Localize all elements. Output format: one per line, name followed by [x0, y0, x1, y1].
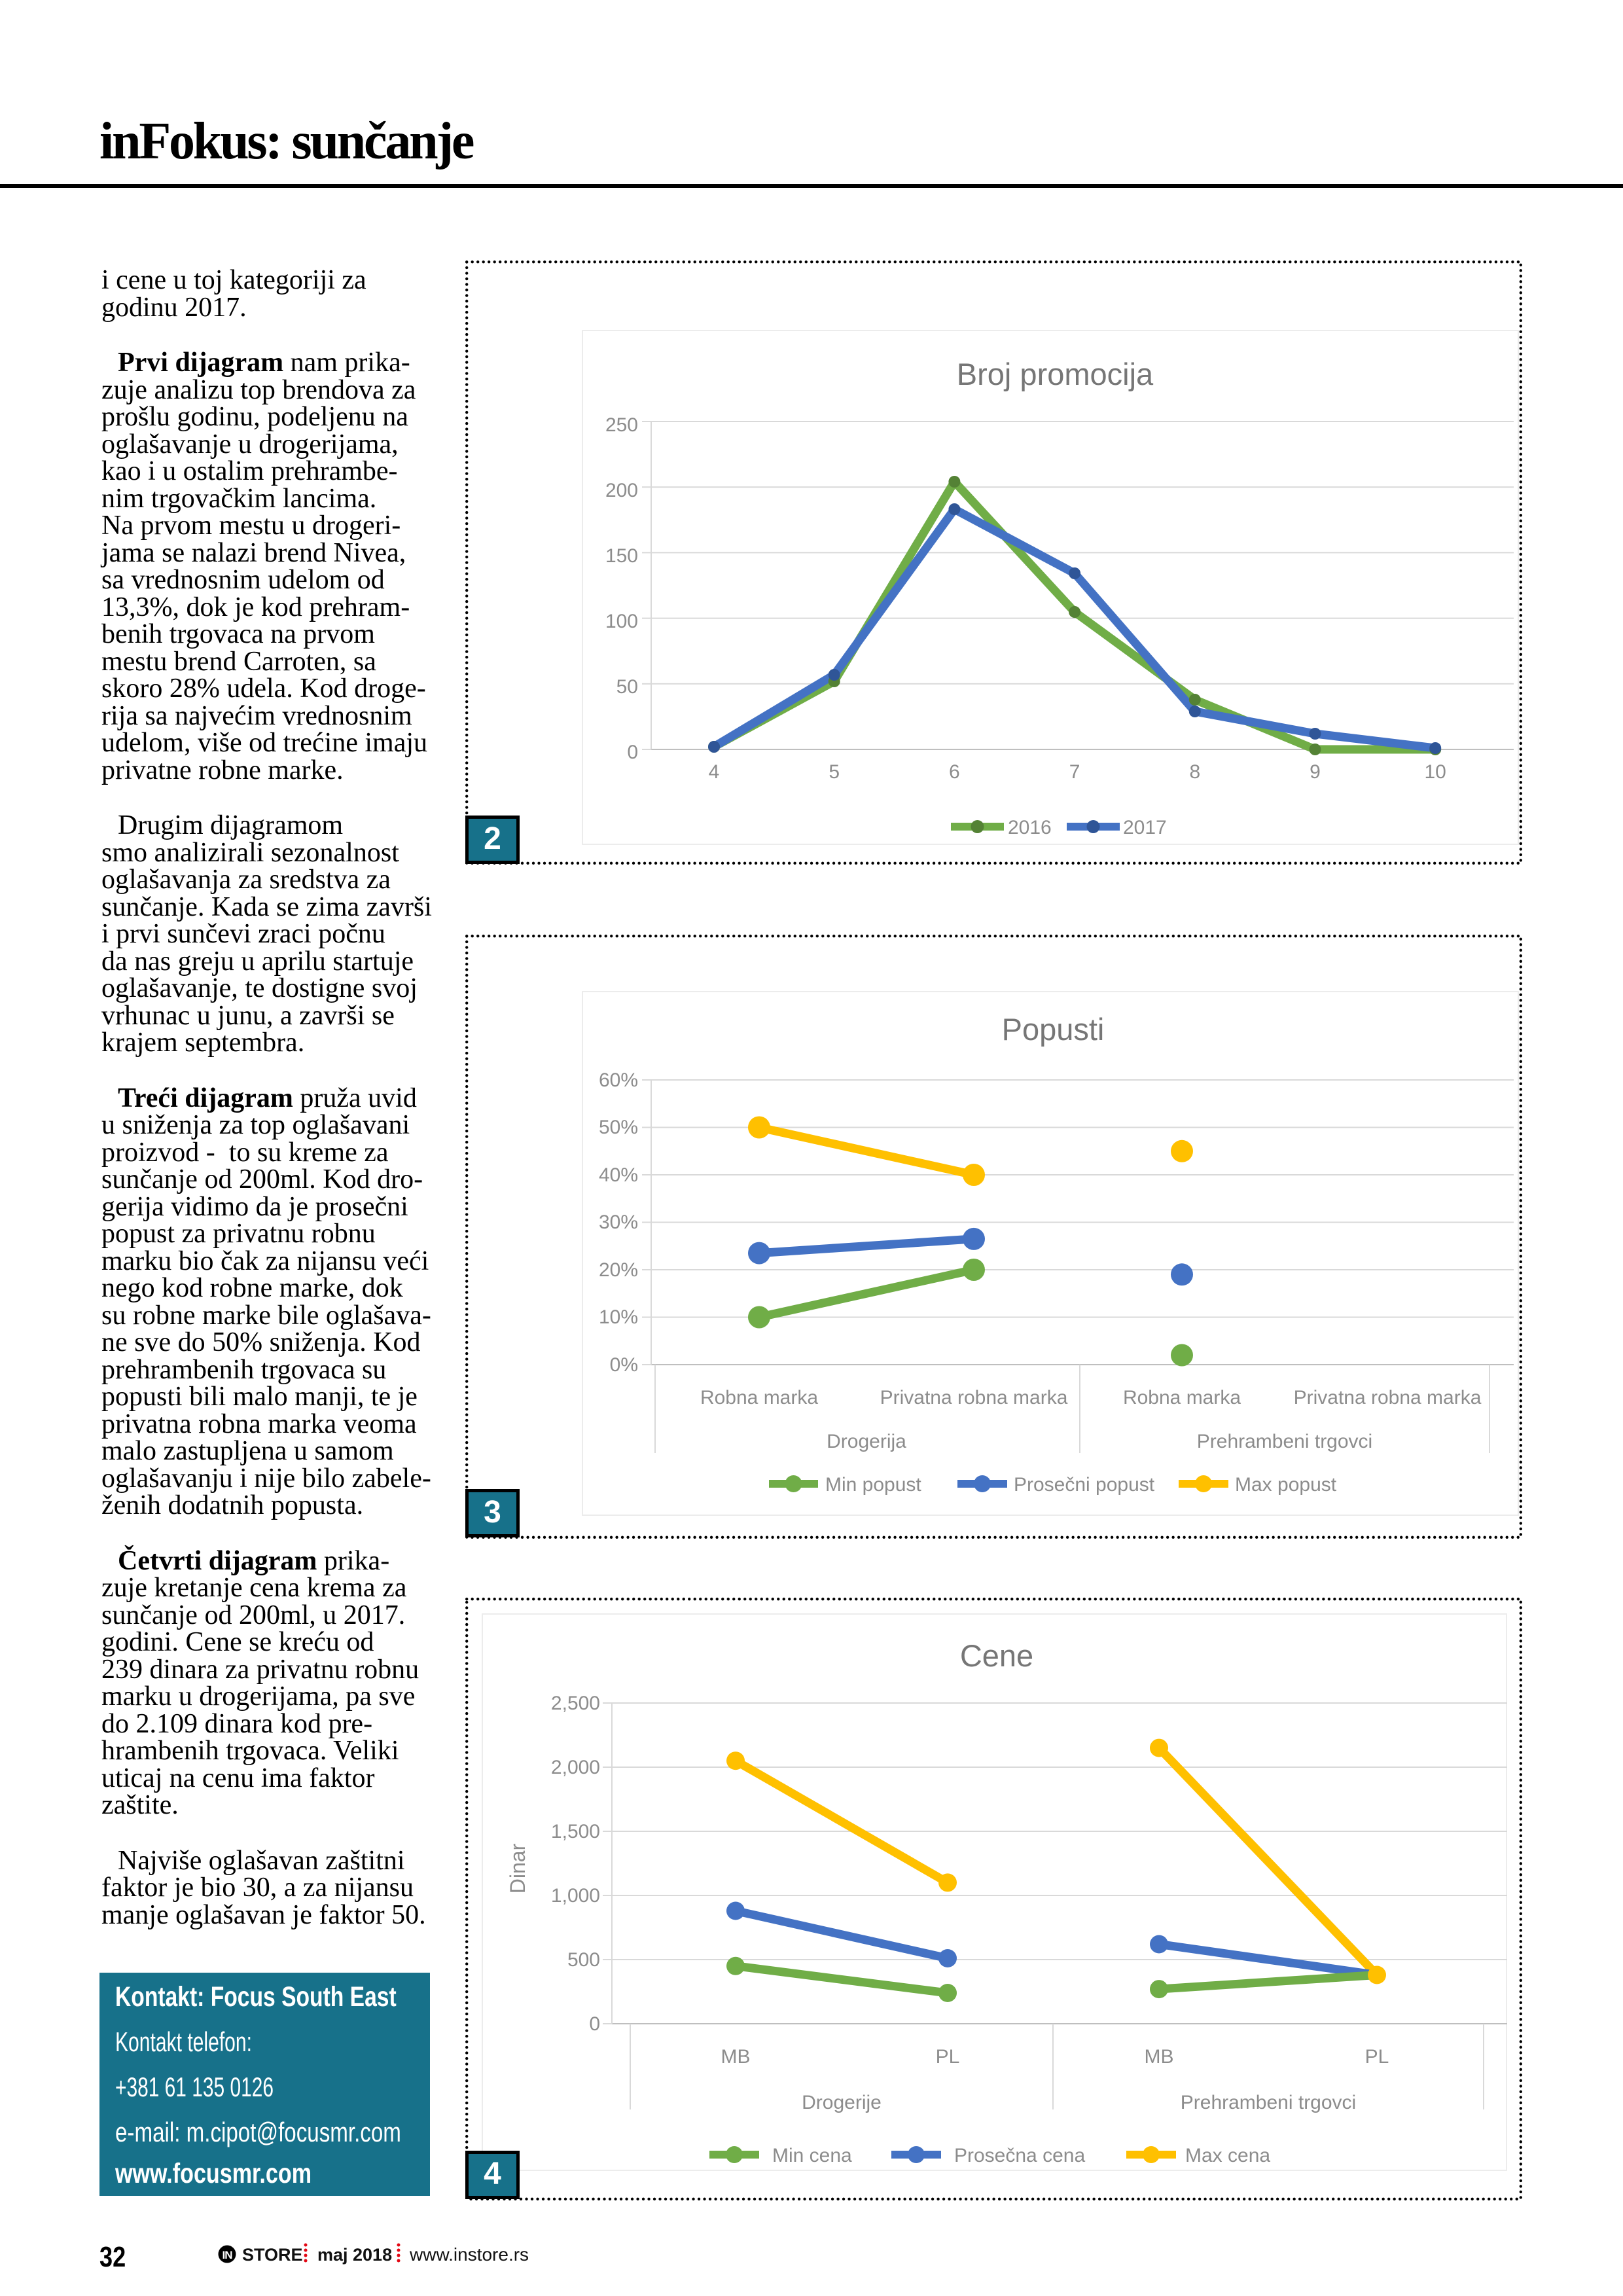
- svg-text:50%: 50%: [599, 1117, 638, 1138]
- svg-text:0: 0: [589, 2013, 600, 2035]
- svg-text:9: 9: [1310, 761, 1321, 783]
- svg-text:0%: 0%: [610, 1354, 638, 1376]
- svg-text:2,000: 2,000: [551, 1757, 600, 1778]
- svg-text:5: 5: [829, 761, 840, 783]
- svg-text:Drogerije: Drogerije: [802, 2092, 882, 2113]
- svg-text:MB: MB: [721, 2046, 751, 2068]
- svg-text:Privatna robna marka: Privatna robna marka: [1294, 1387, 1482, 1408]
- svg-text:Prehrambeni trgovci: Prehrambeni trgovci: [1181, 2092, 1356, 2113]
- svg-text:1,500: 1,500: [551, 1821, 600, 1842]
- svg-text:Robna marka: Robna marka: [1123, 1387, 1241, 1408]
- svg-text:60%: 60%: [599, 1069, 638, 1091]
- svg-text:2017: 2017: [1123, 817, 1167, 838]
- svg-text:40%: 40%: [599, 1164, 638, 1186]
- svg-text:IN: IN: [223, 2249, 233, 2261]
- svg-text:20%: 20%: [599, 1259, 638, 1281]
- svg-text:100: 100: [605, 611, 638, 632]
- svg-text:Cene: Cene: [960, 1638, 1033, 1673]
- svg-text:6: 6: [949, 761, 960, 783]
- svg-text:Min cena: Min cena: [772, 2145, 852, 2166]
- svg-text:30%: 30%: [599, 1211, 638, 1233]
- svg-text:10: 10: [1425, 761, 1446, 783]
- svg-text:MB: MB: [1145, 2046, 1174, 2068]
- svg-text:Privatna robna marka: Privatna robna marka: [880, 1387, 1068, 1408]
- svg-text:200: 200: [605, 480, 638, 501]
- svg-text:Prosečna cena: Prosečna cena: [954, 2145, 1085, 2166]
- svg-text:250: 250: [605, 414, 638, 436]
- svg-text:Broj promocija: Broj promocija: [957, 357, 1154, 391]
- svg-text:150: 150: [605, 545, 638, 567]
- svg-text:10%: 10%: [599, 1306, 638, 1328]
- svg-text:500: 500: [567, 1949, 600, 1971]
- svg-text:Drogerija: Drogerija: [827, 1431, 906, 1452]
- svg-text:STORE: STORE: [242, 2245, 303, 2265]
- svg-text:Prehrambeni trgovci: Prehrambeni trgovci: [1197, 1431, 1372, 1452]
- svg-text:Max popust: Max popust: [1235, 1474, 1337, 1496]
- svg-text:2016: 2016: [1008, 817, 1052, 838]
- svg-text:Prosečni popust: Prosečni popust: [1014, 1474, 1155, 1496]
- svg-text:1,000: 1,000: [551, 1885, 600, 1907]
- svg-text:8: 8: [1189, 761, 1200, 783]
- svg-text:maj 2018: maj 2018: [317, 2245, 392, 2265]
- svg-text:Dinar: Dinar: [506, 1843, 529, 1893]
- svg-text:PL: PL: [1365, 2046, 1389, 2068]
- svg-text:0: 0: [627, 742, 638, 763]
- svg-text:2,500: 2,500: [551, 1693, 600, 1714]
- svg-text:7: 7: [1069, 761, 1080, 783]
- svg-text:Max cena: Max cena: [1185, 2145, 1270, 2166]
- svg-text:Robna marka: Robna marka: [700, 1387, 818, 1408]
- svg-text:4: 4: [709, 761, 720, 783]
- svg-text:www.instore.rs: www.instore.rs: [409, 2244, 529, 2265]
- svg-text:PL: PL: [936, 2046, 960, 2068]
- svg-text:Min popust: Min popust: [825, 1474, 921, 1496]
- svg-text:Popusti: Popusti: [1002, 1012, 1105, 1047]
- svg-text:50: 50: [616, 676, 638, 698]
